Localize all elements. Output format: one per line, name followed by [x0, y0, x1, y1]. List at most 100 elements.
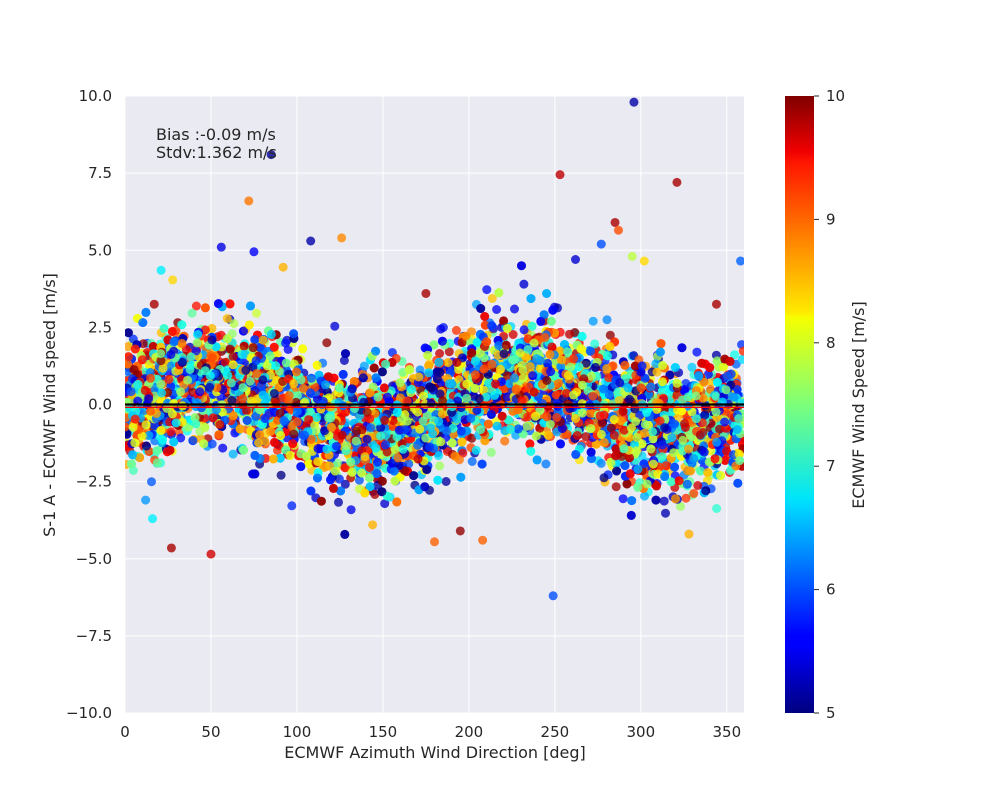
scatter-point	[284, 391, 294, 401]
scatter-point	[712, 356, 722, 366]
scatter-point	[689, 488, 699, 498]
scatter-point	[730, 350, 739, 360]
scatter-point	[207, 439, 217, 449]
scatter-point	[287, 501, 297, 511]
scatter-point	[443, 358, 453, 368]
scatter-point	[693, 481, 703, 490]
scatter-point	[670, 462, 679, 472]
scatter-point	[334, 497, 343, 507]
scatter-point	[581, 432, 591, 442]
scatter-point	[692, 347, 702, 357]
scatter-point	[492, 305, 502, 314]
scatter-point	[220, 357, 230, 367]
scatter-point	[339, 356, 349, 365]
scatter-point	[658, 386, 667, 396]
scatter-point	[706, 377, 716, 387]
scatter-point	[281, 338, 291, 348]
scatter-point	[612, 466, 622, 476]
scatter-point	[532, 455, 542, 465]
scatter-point	[266, 426, 276, 436]
scatter-point	[228, 449, 238, 459]
scatter-point	[467, 433, 477, 443]
scatter-point	[703, 468, 713, 477]
scatter-point	[670, 363, 680, 372]
scatter-point	[539, 310, 549, 320]
scatter-point	[336, 486, 346, 496]
scatter-point	[618, 494, 628, 504]
scatter-point	[602, 315, 612, 325]
scatter-point	[229, 319, 239, 329]
scatter-point	[214, 299, 223, 309]
scatter-point	[637, 439, 647, 449]
scatter-point	[276, 470, 286, 480]
scatter-point	[436, 324, 446, 334]
scatter-point	[588, 316, 598, 326]
scatter-point	[556, 362, 566, 372]
scatter-point	[322, 338, 332, 348]
scatter-point	[371, 373, 381, 383]
scatter-point	[725, 356, 735, 366]
scatter-point	[316, 496, 326, 506]
scatter-point	[508, 330, 518, 339]
scatter-point	[137, 355, 147, 365]
scatter-point	[596, 458, 606, 468]
scatter-point	[152, 446, 162, 456]
scatter-point	[222, 314, 232, 323]
scatter-point	[503, 371, 513, 381]
scatter-point	[365, 482, 375, 492]
scatter-point	[222, 334, 232, 344]
scatter-point	[687, 362, 697, 372]
scatter-point	[223, 370, 232, 380]
scatter-point	[413, 440, 423, 450]
scatter-point	[340, 463, 350, 473]
scatter-point	[720, 455, 730, 465]
scatter-point	[225, 299, 235, 309]
scatter-point	[369, 363, 379, 373]
scatter-point	[323, 372, 333, 382]
scatter-point	[599, 473, 609, 483]
scatter-point	[586, 346, 595, 356]
scatter-point	[732, 385, 742, 394]
scatter-point	[627, 496, 637, 506]
scatter-point	[482, 285, 492, 295]
scatter-point	[266, 329, 276, 339]
scatter-point	[542, 289, 552, 298]
scatter-point	[526, 446, 536, 456]
scatter-point	[591, 439, 601, 449]
scatter-point	[285, 450, 295, 460]
scatter-point	[536, 316, 546, 326]
scatter-point	[338, 369, 348, 379]
scatter-point	[332, 458, 342, 468]
scatter-point	[486, 447, 496, 457]
scatter-point	[370, 490, 380, 499]
scatter-point	[622, 479, 632, 489]
grid-lines	[124, 95, 744, 714]
scatter-point	[652, 367, 662, 377]
scatter-point	[187, 308, 197, 318]
scatter-point	[167, 327, 177, 336]
scatter-point	[581, 358, 591, 368]
scatter-point	[519, 325, 529, 335]
scatter-point	[483, 419, 493, 429]
scatter-point	[618, 406, 628, 416]
scatter-point	[500, 436, 510, 446]
scatter-point	[396, 393, 405, 403]
scatter-point	[407, 384, 416, 394]
scatter-point	[659, 496, 669, 506]
scatter-point	[435, 461, 445, 471]
scatter-point	[494, 288, 504, 298]
scatter-point	[676, 501, 685, 511]
data-points	[125, 97, 744, 601]
scatter-point	[738, 346, 744, 356]
scatter-point	[380, 499, 390, 509]
scatter-point	[429, 340, 439, 350]
scatter-point	[252, 308, 261, 318]
scatter-point	[200, 422, 210, 432]
scatter-point	[444, 347, 454, 357]
scatter-point	[525, 439, 535, 449]
scatter-point	[722, 371, 732, 381]
scatter-point	[565, 329, 574, 339]
scatter-point	[611, 482, 621, 492]
scatter-point	[492, 421, 502, 431]
